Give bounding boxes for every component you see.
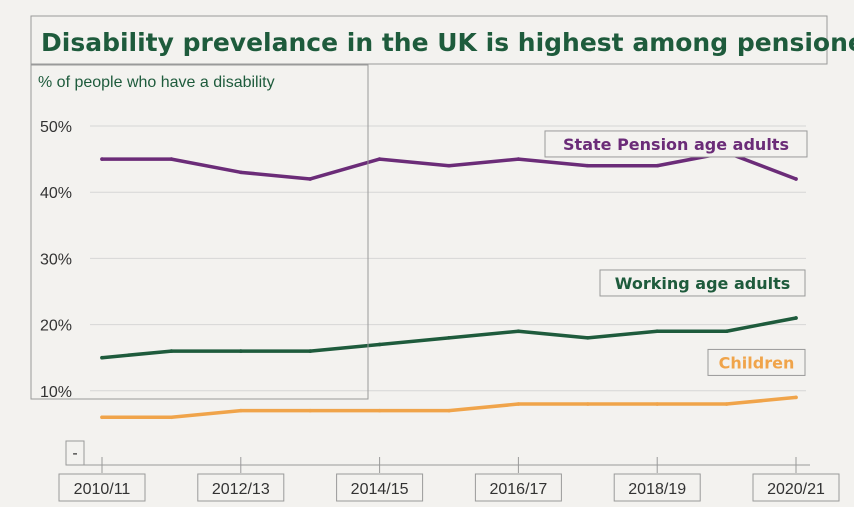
data-point-state-pension-age-adults bbox=[794, 177, 798, 181]
data-point-working-age-adults bbox=[516, 329, 521, 334]
data-point-state-pension-age-adults bbox=[516, 157, 521, 161]
y-tick-label: 30% bbox=[40, 251, 72, 268]
data-point-state-pension-age-adults bbox=[447, 163, 451, 168]
data-point-working-age-adults bbox=[308, 349, 313, 353]
data-point-children bbox=[308, 408, 313, 413]
series-line-children bbox=[100, 395, 798, 420]
data-point-children bbox=[655, 402, 659, 406]
data-point-state-pension-age-adults bbox=[586, 163, 590, 168]
y-tick-label: 10% bbox=[40, 384, 72, 401]
data-point-working-age-adults bbox=[655, 329, 659, 334]
x-tick-box bbox=[613, 473, 701, 502]
x-tick-label: 2014/15 bbox=[351, 481, 409, 498]
x-tick-box bbox=[58, 473, 146, 502]
y-axis: - 10% 20% 30% 40% 50% bbox=[40, 119, 85, 466]
x-tick-label: 2020/21 bbox=[767, 481, 825, 498]
series-group bbox=[100, 150, 798, 420]
x-axis: 2010/11 2012/13 2014/15 2016/17 2018/19 2020/… bbox=[58, 457, 840, 502]
data-point-working-age-adults bbox=[586, 336, 590, 340]
series-label-box bbox=[544, 130, 808, 158]
data-point-children bbox=[169, 415, 174, 420]
data-point-children bbox=[377, 408, 382, 413]
data-point-state-pension-age-adults bbox=[239, 170, 243, 175]
data-point-working-age-adults bbox=[100, 355, 104, 360]
x-tick-label: 2012/13 bbox=[212, 481, 270, 498]
data-point-state-pension-age-adults bbox=[655, 163, 659, 168]
x-tick-box bbox=[197, 473, 285, 502]
x-tick-box bbox=[336, 473, 424, 502]
x-tick-box bbox=[752, 473, 840, 502]
y-tick-label: 50% bbox=[40, 119, 72, 136]
series-labels: State Pension age adults Working age adul… bbox=[544, 130, 808, 376]
data-point-children bbox=[239, 408, 243, 413]
y-tick-label: - bbox=[72, 445, 77, 462]
data-point-children bbox=[724, 402, 729, 406]
data-point-state-pension-age-adults bbox=[169, 157, 174, 161]
chart-title: Disability prevelance in the UK is highe… bbox=[41, 28, 854, 57]
data-point-working-age-adults bbox=[169, 349, 174, 353]
x-tick-label: 2016/17 bbox=[489, 481, 547, 498]
x-tick-box bbox=[474, 473, 562, 502]
data-point-working-age-adults bbox=[724, 329, 729, 334]
y-axis-label: % of people who have a disability bbox=[38, 74, 275, 91]
data-point-working-age-adults bbox=[447, 336, 451, 340]
data-point-children bbox=[447, 408, 451, 413]
data-point-working-age-adults bbox=[794, 316, 798, 320]
x-tick-label: 2010/11 bbox=[74, 481, 131, 498]
series-label-state-pension-age-adults: State Pension age adults bbox=[563, 135, 789, 154]
data-point-working-age-adults bbox=[239, 349, 243, 353]
data-point-state-pension-age-adults bbox=[100, 157, 104, 161]
data-point-state-pension-age-adults bbox=[308, 177, 313, 181]
x-tick-label: 2018/19 bbox=[628, 481, 686, 498]
series-label-box bbox=[707, 348, 806, 376]
series-label-box bbox=[599, 269, 806, 297]
data-point-children bbox=[100, 415, 104, 420]
data-point-children bbox=[794, 395, 798, 400]
series-label-working-age-adults: Working age adults bbox=[615, 274, 790, 293]
y-tick-label: 40% bbox=[40, 185, 72, 202]
series-label-children: Children bbox=[719, 353, 795, 372]
data-point-working-age-adults bbox=[377, 342, 382, 347]
data-point-state-pension-age-adults bbox=[377, 157, 382, 161]
ylabel-box bbox=[30, 64, 369, 400]
grid bbox=[90, 125, 806, 392]
data-point-children bbox=[586, 402, 590, 406]
y-tick-label: 20% bbox=[40, 318, 72, 335]
y-tick-zero-box bbox=[65, 440, 85, 466]
data-point-children bbox=[516, 402, 521, 406]
title-box bbox=[30, 15, 828, 65]
